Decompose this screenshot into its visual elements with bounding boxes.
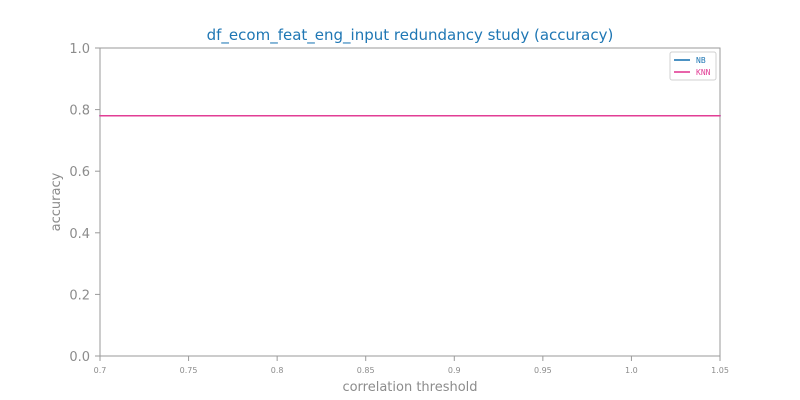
legend-label: KNN (696, 68, 711, 77)
y-tick-label: 0.4 (69, 227, 90, 242)
y-axis-label: accuracy (49, 172, 64, 231)
data-point-knn (276, 114, 278, 117)
x-tick-label: 1.0 (625, 366, 638, 375)
x-tick-label: 1.05 (711, 366, 729, 375)
data-point-knn (453, 114, 456, 117)
y-tick-label: 0.0 (69, 350, 90, 365)
x-tick-label: 0.8 (271, 366, 284, 375)
x-tick-label: 0.9 (448, 366, 461, 375)
chart-legend: NB KNN (669, 51, 717, 81)
x-tick-label: 0.7 (94, 366, 107, 375)
y-tick-label: 1.0 (69, 42, 90, 57)
y-tick-label: 0.2 (69, 288, 90, 303)
legend-box (669, 51, 717, 81)
data-point-knn (364, 114, 367, 117)
data-point-knn (187, 114, 190, 117)
legend-label: NB (696, 56, 706, 65)
data-point-knn (542, 114, 544, 117)
x-tick-label: 0.75 (180, 366, 198, 375)
axis-ticks: 0.0 0.2 0.4 0.6 0.8 1.0 0.7 0.75 0.8 0.85 0.9 0.95 1… (69, 42, 729, 375)
x-axis-label: correlation threshold (342, 380, 477, 395)
y-tick-label: 0.6 (69, 165, 90, 180)
y-tick-label: 0.8 (69, 104, 90, 119)
x-tick-label: 0.95 (534, 366, 552, 375)
data-point-knn (99, 114, 101, 117)
plot-area (99, 47, 721, 357)
data-point-knn (719, 114, 721, 117)
chart-title: df_ecom_feat_eng_input redundancy study … (207, 26, 614, 45)
series-lines (99, 114, 721, 117)
x-tick-label: 0.85 (357, 366, 375, 375)
data-point-knn (630, 114, 633, 117)
